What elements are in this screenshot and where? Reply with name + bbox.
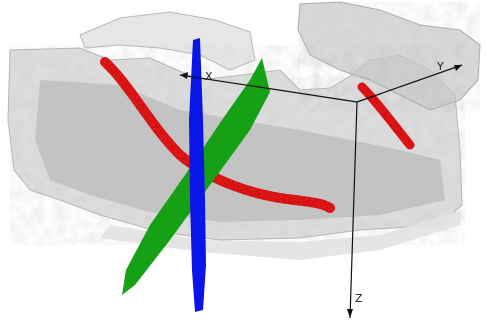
y-axis-label: Y: [436, 60, 444, 73]
canal-path-right: [357, 82, 415, 150]
teeth-region: [79, 1, 481, 112]
cutting-plane-blue[interactable]: [189, 38, 206, 312]
axes-gizmo: [179, 64, 463, 319]
x-axis-label: X: [205, 70, 213, 83]
z-axis-label: Z: [355, 292, 363, 305]
